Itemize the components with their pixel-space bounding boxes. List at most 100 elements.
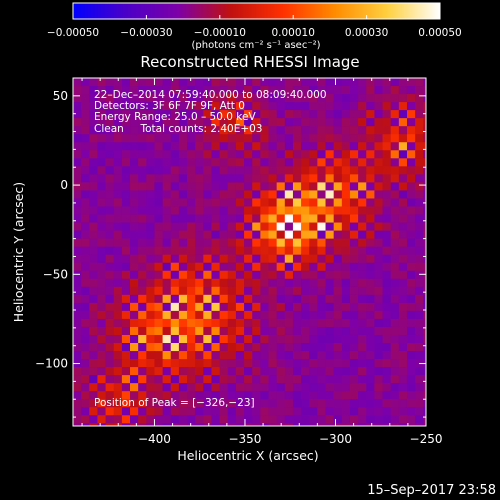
heatmap-cell: [366, 214, 376, 224]
heatmap-cell: [146, 302, 156, 312]
heatmap-cell: [81, 270, 90, 280]
heatmap-cell: [406, 214, 416, 224]
heatmap-cell: [121, 351, 131, 360]
heatmap-cell: [301, 375, 310, 384]
heatmap-cell: [423, 214, 426, 224]
heatmap-cell: [382, 198, 392, 208]
heatmap-cell: [130, 206, 139, 216]
heatmap-cell: [333, 182, 343, 192]
heatmap-cell: [284, 294, 294, 304]
heatmap-cell: [317, 78, 327, 87]
heatmap-cell: [358, 182, 367, 192]
heatmap-cell: [81, 294, 90, 304]
heatmap-cell: [219, 375, 229, 384]
heatmap-cell: [268, 302, 278, 312]
heatmap-cell: [406, 78, 416, 87]
heatmap-cell: [398, 158, 408, 167]
heatmap-cell: [244, 286, 253, 296]
heatmap-cell: [211, 222, 221, 232]
heatmap-cell: [276, 294, 286, 304]
heatmap-cell: [382, 246, 392, 256]
heatmap-cell: [284, 351, 294, 360]
heatmap-cell: [406, 359, 416, 368]
heatmap-cell: [105, 254, 115, 264]
heatmap-cell: [203, 166, 213, 175]
heatmap-cell: [341, 334, 351, 344]
heatmap-cell: [235, 134, 245, 143]
heatmap-cell: [423, 254, 426, 264]
heatmap-cell: [154, 359, 164, 368]
heatmap-cell: [349, 262, 359, 272]
heatmap-cell: [358, 351, 367, 360]
heatmap-cell: [121, 302, 131, 312]
heatmap-cell: [358, 86, 367, 95]
heatmap-cell: [366, 294, 376, 304]
heatmap-cell: [301, 246, 310, 256]
colorbar: −0.00050 −0.00030 −0.00010 0.00010 0.00030 0.…: [47, 2, 462, 51]
heatmap-cell: [252, 182, 261, 192]
heatmap-cell: [187, 214, 196, 224]
heatmap-cell: [146, 206, 156, 216]
heatmap-cell: [146, 278, 156, 288]
heatmap-cell: [358, 198, 367, 208]
heatmap-cell: [187, 407, 196, 416]
heatmap-cell: [187, 118, 196, 127]
heatmap-cell: [121, 102, 131, 111]
heatmap-cell: [105, 294, 115, 304]
heatmap-cell: [382, 399, 392, 408]
heatmap-cell: [431, 391, 440, 400]
heatmap-cell: [423, 334, 426, 344]
heatmap-cell: [349, 206, 359, 216]
heatmap-cell: [178, 198, 188, 208]
heatmap-cell: [431, 383, 440, 392]
heatmap-cell: [292, 110, 302, 119]
heatmap-cell: [89, 246, 99, 256]
heatmap-cell: [227, 150, 237, 159]
heatmap-cell: [138, 415, 147, 424]
heatmap-cell: [130, 86, 139, 95]
heatmap-cell: [252, 367, 261, 376]
heatmap-cell: [170, 326, 180, 336]
heatmap-cell: [358, 431, 367, 440]
x-tick-label: −350: [228, 432, 261, 446]
heatmap-cell: [121, 310, 131, 320]
heatmap-cell: [366, 230, 376, 240]
heatmap-cell: [398, 326, 408, 336]
heatmap-cell: [431, 231, 440, 240]
heatmap-cell: [366, 310, 376, 320]
heatmap-cell: [170, 318, 180, 328]
heatmap-cell: [415, 415, 424, 424]
heatmap-cell: [105, 198, 115, 208]
heatmap-cell: [317, 310, 327, 320]
heatmap-cell: [374, 174, 384, 183]
heatmap-cell: [317, 126, 327, 135]
heatmap-cell: [309, 431, 318, 440]
heatmap-cell: [358, 262, 367, 272]
heatmap-cell: [121, 206, 131, 216]
heatmap-cell: [195, 118, 204, 127]
heatmap-cell: [89, 190, 99, 200]
heatmap-cell: [398, 343, 408, 352]
heatmap-cell: [220, 431, 229, 440]
heatmap-cell: [130, 367, 139, 376]
heatmap-cell: [341, 110, 351, 119]
heatmap-cell: [374, 206, 384, 216]
heatmap-cell: [325, 206, 335, 216]
heatmap-cell: [154, 230, 164, 240]
heatmap-cell: [146, 214, 156, 224]
heatmap-cell: [374, 415, 384, 424]
heatmap-cell: [415, 367, 424, 376]
heatmap-cell: [73, 278, 82, 288]
heatmap-cell: [244, 407, 253, 416]
heatmap-cell: [244, 399, 253, 408]
heatmap-cell: [260, 182, 270, 192]
heatmap-cell: [211, 415, 221, 424]
heatmap-cell: [130, 351, 139, 360]
heatmap-cell: [341, 214, 351, 224]
heatmap-cell: [333, 318, 343, 328]
heatmap-cell: [317, 102, 327, 111]
heatmap-cell: [121, 158, 131, 167]
heatmap-cell: [317, 110, 327, 119]
heatmap-cell: [187, 286, 196, 296]
heatmap-cell: [154, 246, 164, 256]
